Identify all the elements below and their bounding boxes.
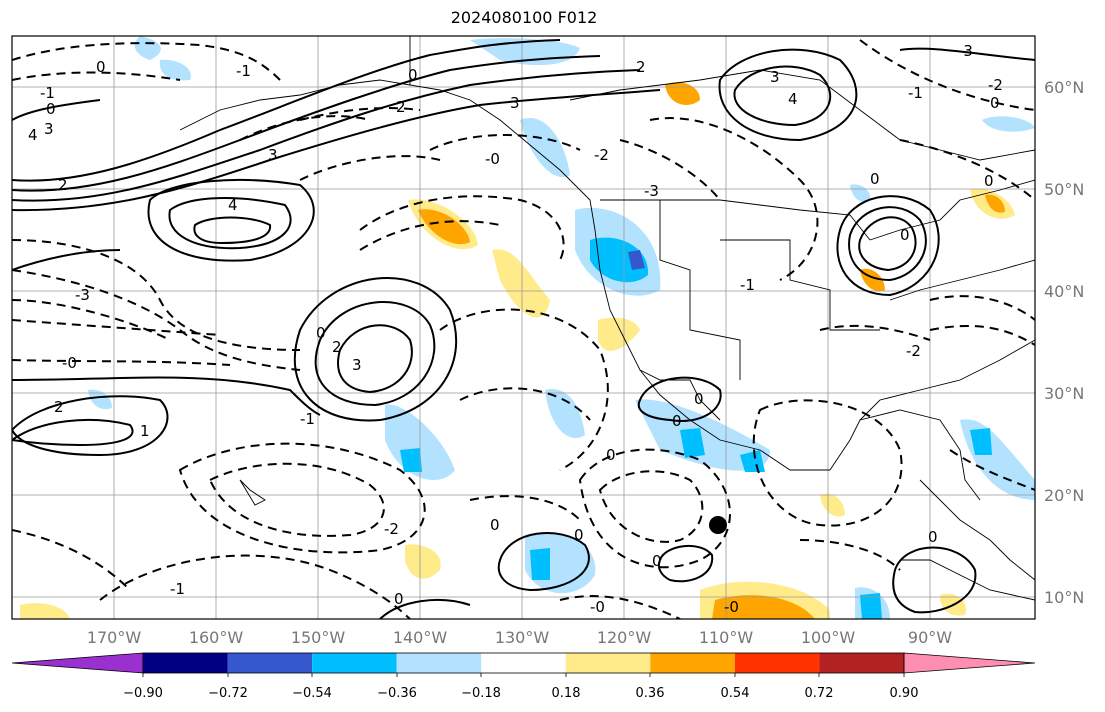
- lat-tick-label: 40°N: [1044, 282, 1084, 301]
- colorbar-tick-label: −0.90: [123, 686, 163, 701]
- colorbar-tick-label: −0.54: [292, 686, 332, 701]
- colorbar-frame: [142, 652, 905, 674]
- contour-label: 2: [636, 58, 646, 76]
- lat-tick-label: 30°N: [1044, 384, 1084, 403]
- colorbar-tick-label: 0.72: [805, 686, 834, 701]
- lat-tick-label: 20°N: [1044, 486, 1084, 505]
- colorbar-segment: [143, 653, 228, 673]
- contour-label: -1: [236, 62, 251, 80]
- contours-positive: [12, 39, 1035, 619]
- contour-label: 0: [574, 526, 584, 544]
- contour-label: 3: [44, 120, 54, 138]
- colorbar-tick-label: −0.36: [377, 686, 417, 701]
- contour-label: 2: [54, 398, 64, 416]
- contour-label: 0: [316, 324, 326, 342]
- lat-tick-label: 60°N: [1044, 78, 1084, 97]
- contour-label: -1: [908, 84, 923, 102]
- contour-label: 3: [352, 356, 362, 374]
- colorbar-segment: [819, 653, 904, 673]
- lon-tick-label: 170°W: [87, 628, 142, 647]
- colorbar-segment: [734, 653, 820, 673]
- contour-label: -1: [740, 276, 755, 294]
- lat-tick-label: 10°N: [1044, 588, 1084, 607]
- contour-label: 2: [58, 176, 68, 194]
- contour-label: 3: [268, 146, 278, 164]
- contour-label: 0: [652, 552, 662, 570]
- contour-label: -2: [384, 520, 399, 538]
- contour-label: 0: [694, 390, 704, 408]
- colorbar-labels: −0.90 −0.72 −0.54 −0.36 −0.18 0.18 0.36 …: [123, 686, 918, 701]
- lon-tick-label: 120°W: [597, 628, 652, 647]
- contour-label: -3: [644, 182, 659, 200]
- contour-label: -0: [485, 150, 500, 168]
- contour-label: 0: [870, 170, 880, 188]
- contour-label: 0: [46, 100, 56, 118]
- contour-label: 4: [788, 90, 798, 108]
- contour-label: 2: [396, 98, 406, 116]
- contour-label: 0: [394, 590, 404, 608]
- contour-label: 0: [408, 66, 418, 84]
- colorbar-tick-label: 0.90: [890, 686, 919, 701]
- lon-tick-label: 100°W: [801, 628, 856, 647]
- latitude-labels: 60°N 50°N 40°N 30°N 20°N 10°N: [1044, 78, 1084, 607]
- colorbar-tick-label: 0.18: [552, 686, 581, 701]
- lon-tick-label: 160°W: [189, 628, 244, 647]
- colorbar-segment: [227, 653, 313, 673]
- contour-label: -3: [75, 286, 90, 304]
- colorbar-segment: [396, 653, 482, 673]
- contour-label: 0: [928, 528, 938, 546]
- contour-label: 2: [332, 338, 342, 356]
- colorbar-segment: [903, 652, 1036, 674]
- colorbar-tick-label: 0.36: [636, 686, 665, 701]
- colorbar-segment: [650, 653, 735, 673]
- contour-label: -0: [590, 598, 605, 616]
- contour-label: 0: [672, 412, 682, 430]
- contour-label: 0: [490, 516, 500, 534]
- map-title: 2024080100 F012: [450, 8, 598, 27]
- contour-label: -1: [170, 580, 185, 598]
- map-frame: [11, 35, 1036, 620]
- contour-label: -2: [906, 342, 921, 360]
- contour-label: -0: [62, 354, 77, 372]
- colorbar-tick-label: −0.18: [461, 686, 501, 701]
- lat-tick-label: 50°N: [1044, 180, 1084, 199]
- contour-label: 0: [96, 58, 106, 76]
- colorbar: [11, 652, 1036, 677]
- contour-label: 3: [510, 94, 520, 112]
- contour-label: -0: [724, 598, 739, 616]
- lon-tick-label: 90°W: [908, 628, 952, 647]
- storm-center-marker: [709, 516, 727, 534]
- coastlines-borders: [179, 36, 1035, 601]
- lon-tick-label: 130°W: [495, 628, 550, 647]
- contour-label: -2: [594, 146, 609, 164]
- colorbar-tick-label: −0.72: [208, 686, 248, 701]
- contours-negative: [12, 39, 1035, 619]
- lon-tick-label: 150°W: [291, 628, 346, 647]
- contour-label: 0: [606, 446, 616, 464]
- contour-label: 3: [770, 68, 780, 86]
- contour-label: 0: [990, 94, 1000, 112]
- lon-tick-label: 110°W: [699, 628, 754, 647]
- contour-label: -1: [40, 84, 55, 102]
- colorbar-tick-label: 0.54: [721, 686, 750, 701]
- contour-label: 4: [228, 196, 238, 214]
- contour-labels: 0 -1 -1 0 3 4 2 4 3 2 0 3 -0 -2 -3 2 3 4…: [28, 42, 1003, 616]
- contour-label: 1: [140, 422, 150, 440]
- contour-label: -2: [988, 76, 1003, 94]
- contour-label: 4: [28, 126, 38, 144]
- colorbar-segment: [565, 653, 651, 673]
- colorbar-segment: [312, 653, 397, 673]
- contour-label: -3: [958, 42, 973, 60]
- longitude-labels: 170°W 160°W 150°W 140°W 130°W 120°W 110°…: [87, 628, 952, 647]
- contour-label: -1: [300, 410, 315, 428]
- contour-label: 0: [900, 226, 910, 244]
- lon-tick-label: 140°W: [393, 628, 448, 647]
- colorbar-segment: [11, 652, 144, 674]
- contour-label: 0: [984, 172, 994, 190]
- colorbar-segment: [481, 653, 566, 673]
- map-background: [12, 36, 1035, 619]
